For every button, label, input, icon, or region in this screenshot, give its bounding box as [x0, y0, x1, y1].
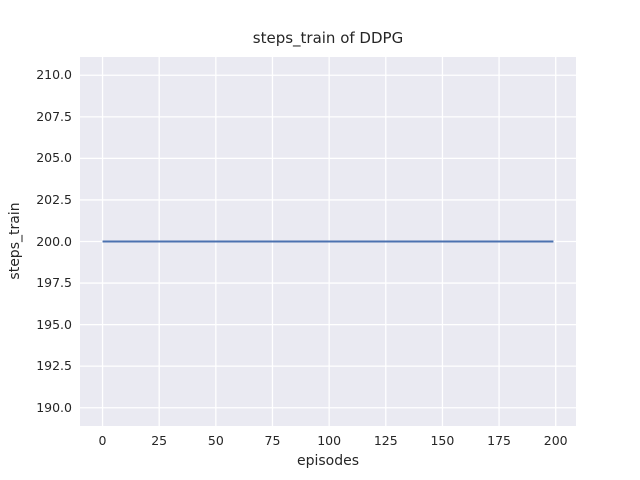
- line-plot-canvas: [80, 57, 576, 426]
- y-tick-label: 192.5: [36, 358, 72, 374]
- y-tick-label: 197.5: [36, 275, 72, 291]
- x-tick-label: 200: [543, 433, 568, 448]
- plot-area: [80, 57, 576, 426]
- x-tick-label: 75: [264, 433, 281, 448]
- y-tick-label: 202.5: [36, 191, 72, 207]
- y-tick-label: 207.5: [36, 108, 72, 124]
- y-tick-label: 195.0: [36, 316, 72, 332]
- x-tick-label: 50: [207, 433, 224, 448]
- x-axis-label: episodes: [296, 453, 360, 469]
- x-tick-label: 0: [98, 433, 107, 448]
- x-tick-label: 125: [373, 433, 398, 448]
- y-tick-label: 190.0: [36, 399, 72, 415]
- x-tick-label: 150: [430, 433, 455, 448]
- y-tick-label: 205.0: [36, 150, 72, 166]
- x-tick-label: 100: [317, 433, 342, 448]
- x-tick-label: 175: [487, 433, 511, 448]
- y-tick-label: 210.0: [36, 67, 72, 83]
- y-tick-label: 200.0: [36, 233, 72, 249]
- x-tick-label: 25: [151, 433, 168, 448]
- chart-title: steps_train of DDPG: [252, 29, 404, 47]
